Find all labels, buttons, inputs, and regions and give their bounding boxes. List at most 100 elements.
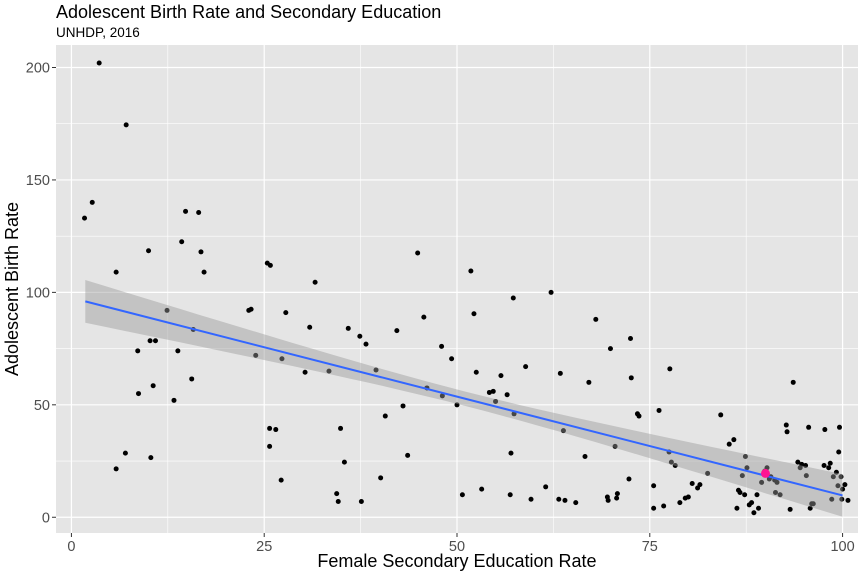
data-point bbox=[523, 364, 529, 370]
chart-title: Adolescent Birth Rate and Secondary Educ… bbox=[56, 2, 441, 22]
data-point bbox=[498, 373, 504, 379]
data-point bbox=[593, 316, 599, 322]
data-point bbox=[628, 335, 634, 341]
data-point bbox=[827, 460, 833, 466]
data-point bbox=[394, 328, 400, 334]
data-point bbox=[471, 311, 477, 317]
data-point bbox=[135, 348, 141, 354]
data-point bbox=[560, 428, 566, 434]
data-point bbox=[614, 495, 620, 501]
data-point bbox=[504, 392, 510, 398]
data-point bbox=[754, 492, 760, 498]
data-point bbox=[307, 324, 313, 330]
data-point bbox=[175, 348, 181, 354]
data-point bbox=[543, 484, 549, 490]
data-point bbox=[839, 496, 845, 502]
data-point bbox=[113, 466, 119, 472]
data-point bbox=[826, 465, 832, 471]
data-point bbox=[790, 379, 796, 385]
data-point bbox=[668, 459, 674, 465]
data-point bbox=[334, 491, 340, 497]
data-point bbox=[528, 496, 534, 502]
data-point bbox=[152, 338, 158, 344]
data-point bbox=[742, 492, 748, 498]
data-point bbox=[373, 367, 379, 373]
data-point bbox=[840, 486, 846, 492]
data-point bbox=[201, 269, 207, 275]
data-point bbox=[806, 424, 812, 430]
data-point bbox=[400, 403, 406, 409]
data-point bbox=[382, 413, 388, 419]
data-point bbox=[562, 497, 568, 503]
data-point bbox=[82, 215, 88, 221]
data-point bbox=[689, 481, 695, 487]
data-point bbox=[335, 499, 341, 505]
data-point bbox=[338, 425, 344, 431]
data-point bbox=[248, 306, 254, 312]
highlight-point bbox=[760, 468, 770, 478]
data-point bbox=[830, 474, 836, 480]
data-point bbox=[357, 333, 363, 339]
data-point bbox=[672, 463, 678, 469]
x-axis: 0 25 50 75 100 bbox=[67, 533, 855, 555]
x-tick-label: 75 bbox=[642, 539, 658, 555]
data-point bbox=[685, 494, 691, 500]
data-point bbox=[363, 341, 369, 347]
data-point bbox=[799, 461, 805, 467]
data-point bbox=[667, 366, 673, 372]
y-tick-label: 150 bbox=[26, 173, 50, 189]
data-point bbox=[845, 497, 851, 503]
data-point bbox=[836, 424, 842, 430]
data-point bbox=[833, 469, 839, 475]
data-point bbox=[454, 402, 460, 408]
data-point bbox=[739, 473, 745, 479]
data-point bbox=[96, 60, 102, 66]
data-point bbox=[479, 486, 485, 492]
data-point bbox=[787, 506, 793, 512]
data-point bbox=[626, 476, 632, 482]
y-tick-label: 50 bbox=[34, 398, 50, 414]
data-point bbox=[838, 474, 844, 480]
data-point bbox=[810, 501, 816, 507]
data-point bbox=[697, 482, 703, 488]
data-point bbox=[150, 383, 156, 389]
data-point bbox=[405, 452, 411, 458]
data-point bbox=[421, 314, 427, 320]
data-point bbox=[744, 465, 750, 471]
data-point bbox=[777, 492, 783, 498]
data-point bbox=[122, 450, 128, 456]
data-point bbox=[273, 427, 279, 433]
data-point bbox=[822, 427, 828, 433]
data-point bbox=[113, 269, 119, 275]
data-point bbox=[283, 310, 289, 316]
data-point bbox=[510, 295, 516, 301]
data-point bbox=[614, 491, 620, 497]
data-point bbox=[803, 463, 809, 469]
data-point bbox=[189, 376, 195, 382]
data-point bbox=[468, 268, 474, 274]
data-point bbox=[196, 210, 202, 216]
data-point bbox=[803, 473, 809, 479]
data-point bbox=[557, 370, 563, 376]
data-point bbox=[449, 356, 455, 362]
data-point bbox=[756, 505, 762, 511]
data-point bbox=[439, 393, 445, 399]
data-point bbox=[783, 422, 789, 428]
data-point bbox=[146, 248, 152, 254]
data-point bbox=[179, 239, 185, 245]
data-point bbox=[607, 346, 613, 352]
data-point bbox=[742, 454, 748, 460]
x-tick-label: 100 bbox=[830, 539, 854, 555]
data-point bbox=[136, 391, 142, 397]
data-point bbox=[279, 356, 285, 362]
data-point bbox=[507, 492, 513, 498]
data-point bbox=[605, 497, 611, 503]
x-tick-label: 50 bbox=[449, 539, 465, 555]
data-point bbox=[164, 307, 170, 313]
data-point bbox=[326, 368, 332, 374]
data-point bbox=[147, 338, 153, 344]
data-point bbox=[341, 459, 347, 465]
data-point bbox=[774, 479, 780, 485]
y-axis: 0 50 100 150 200 bbox=[26, 60, 56, 526]
data-point bbox=[656, 407, 662, 413]
